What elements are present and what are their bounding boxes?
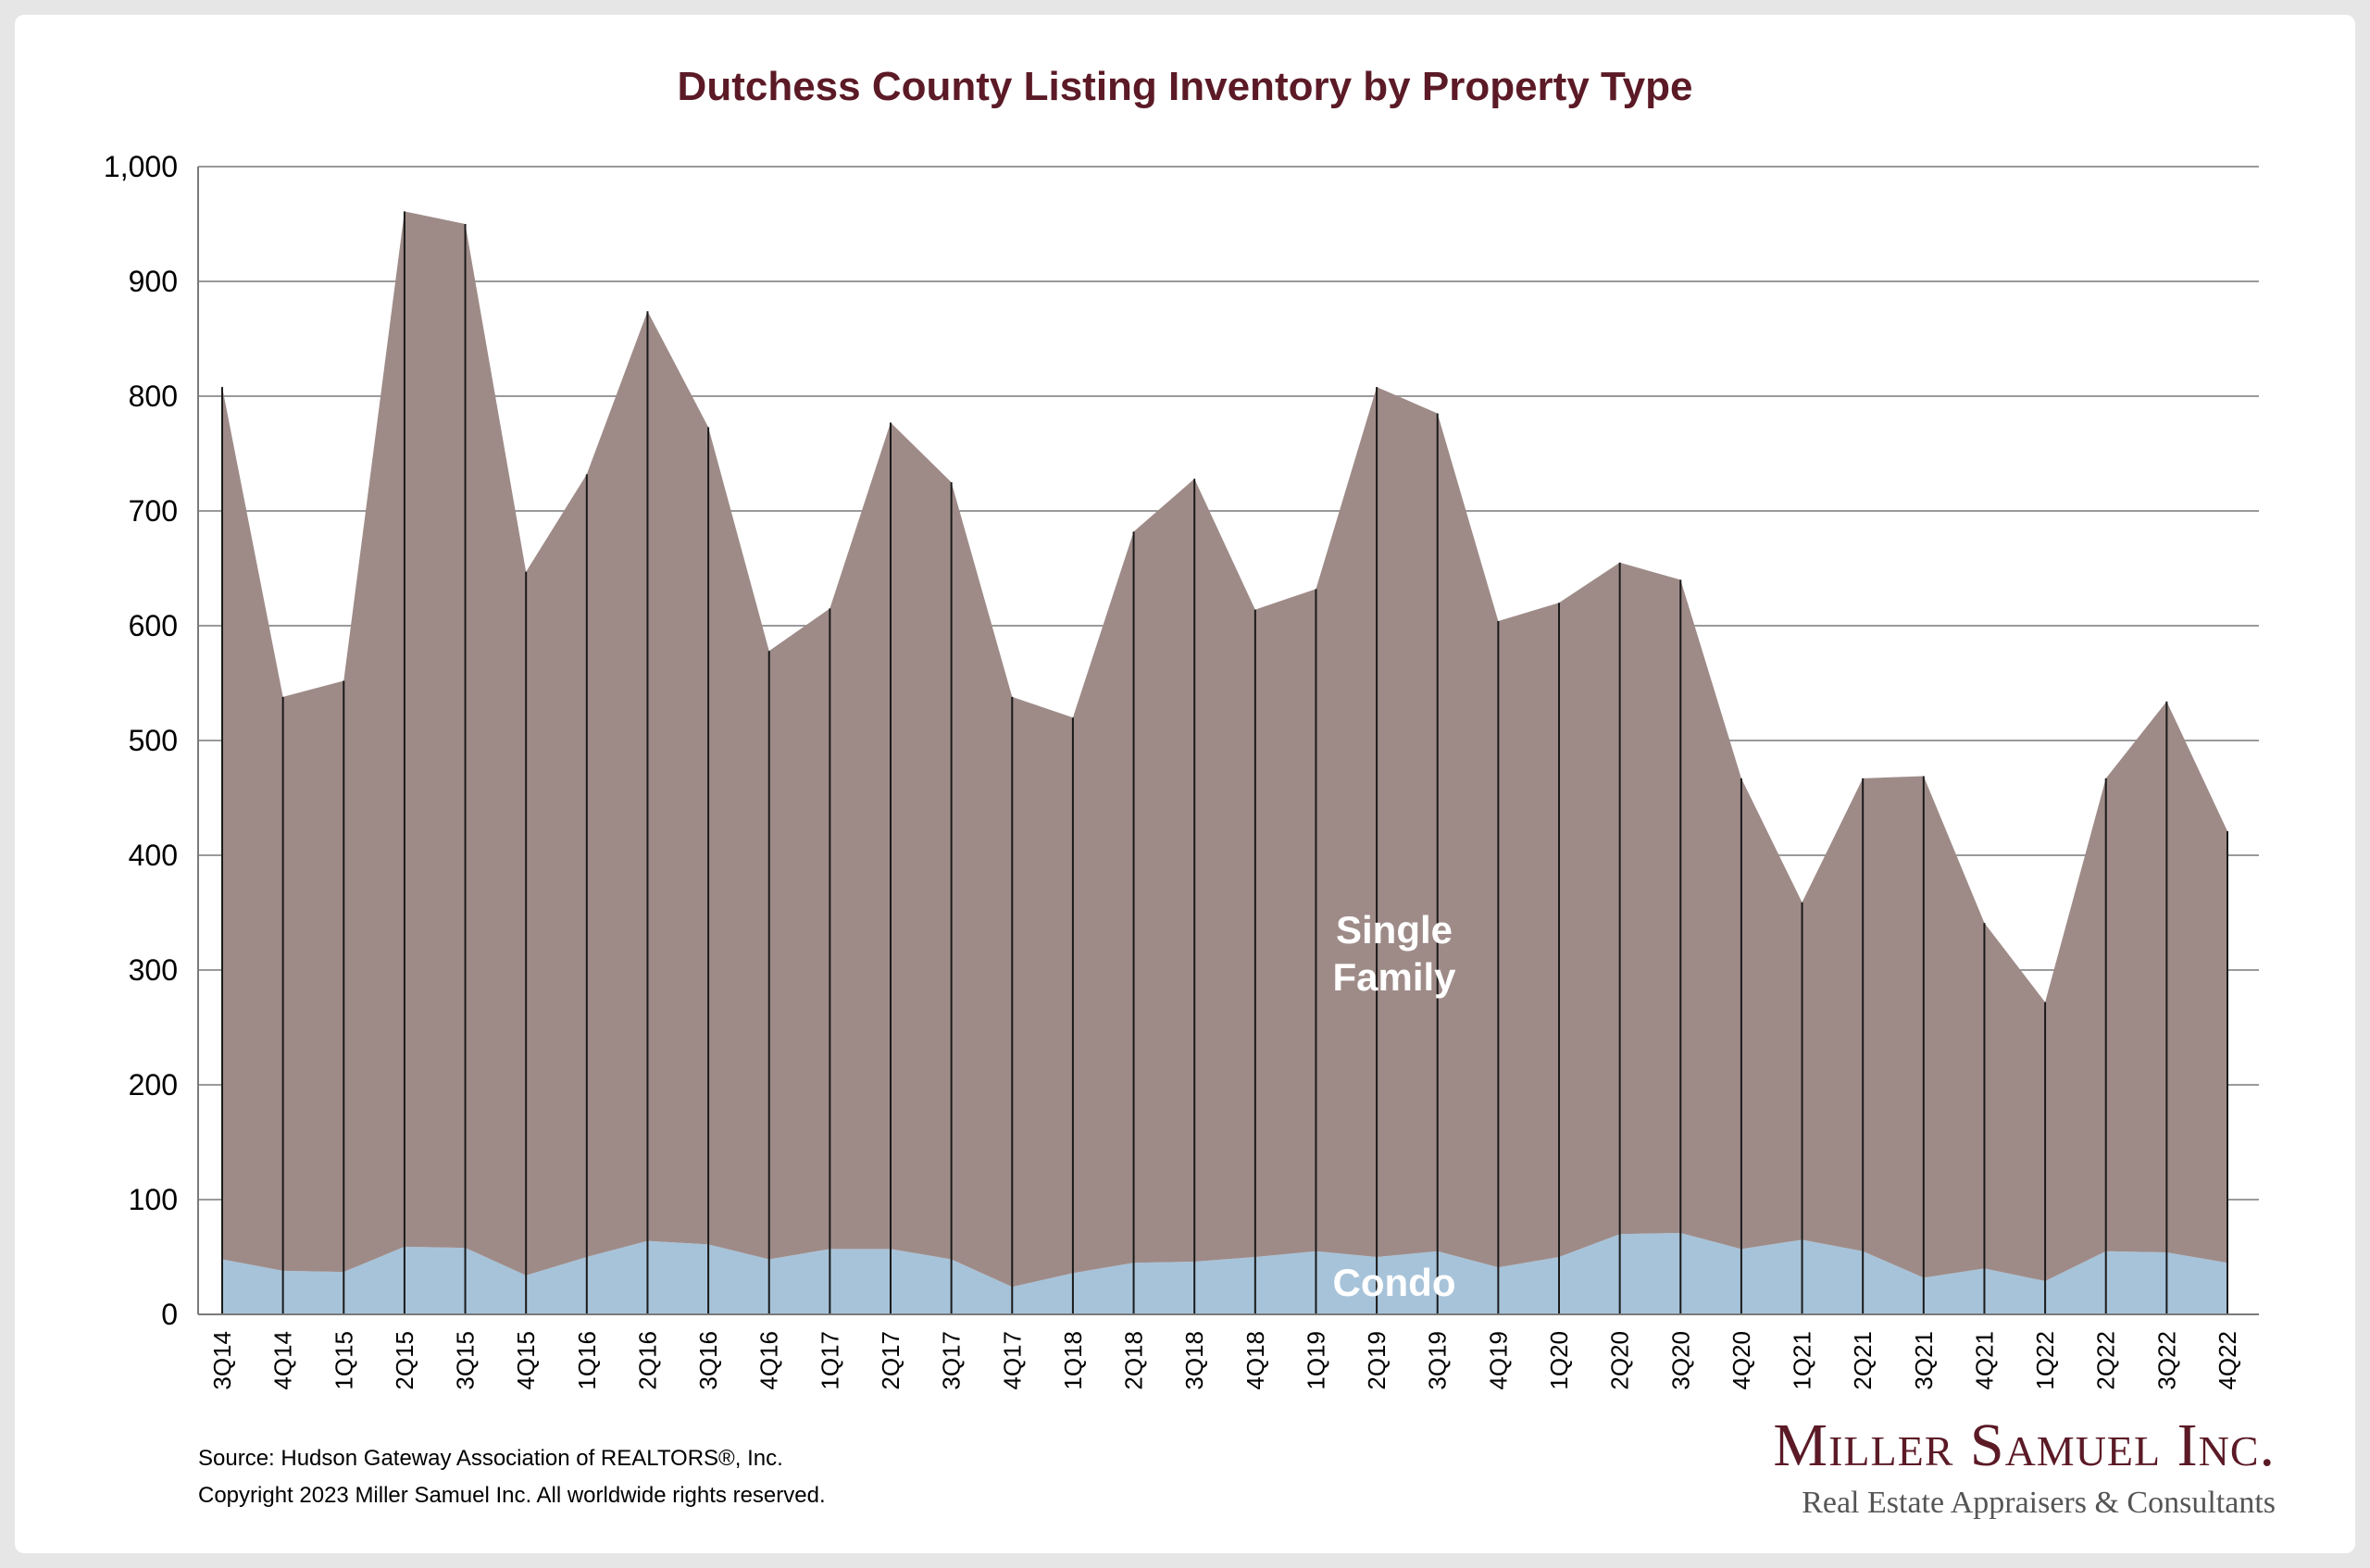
condo-label: Condo bbox=[1333, 1261, 1456, 1304]
x-tick-label: 2Q22 bbox=[2092, 1331, 2120, 1390]
company-logo: Miller Samuel Inc. Real Estate Appraiser… bbox=[1773, 1412, 2276, 1521]
y-tick-label: 600 bbox=[129, 609, 178, 642]
chart-title: Dutchess County Listing Inventory by Pro… bbox=[678, 64, 1693, 109]
single-family-label-line1: Single bbox=[1336, 908, 1453, 952]
x-tick-label: 2Q16 bbox=[633, 1331, 661, 1390]
axes bbox=[197, 167, 2259, 1315]
x-tick-label: 4Q20 bbox=[1728, 1331, 1755, 1390]
x-tick-label: 4Q18 bbox=[1241, 1331, 1269, 1390]
x-tick-label: 2Q18 bbox=[1120, 1331, 1148, 1390]
x-tick-label: 2Q15 bbox=[391, 1331, 418, 1390]
x-tick-label: 1Q19 bbox=[1302, 1331, 1329, 1390]
x-tick-label: 3Q22 bbox=[2152, 1331, 2180, 1390]
y-tick-label: 500 bbox=[129, 724, 178, 757]
y-tick-label: 0 bbox=[161, 1298, 178, 1331]
x-tick-label: 4Q17 bbox=[998, 1331, 1026, 1390]
category-lines bbox=[221, 211, 2228, 1314]
y-tick-label: 300 bbox=[129, 953, 178, 987]
x-tick-label: 3Q21 bbox=[1910, 1331, 1938, 1390]
x-tick-label: 4Q22 bbox=[2214, 1331, 2241, 1390]
x-tick-label: 1Q18 bbox=[1059, 1331, 1087, 1390]
y-axis-ticks: 0 100 200 300 400 500 600 700 800 900 1,000 bbox=[104, 150, 178, 1331]
x-tick-label: 3Q20 bbox=[1666, 1331, 1694, 1390]
x-tick-label: 1Q16 bbox=[573, 1331, 601, 1390]
x-tick-label: 4Q16 bbox=[755, 1331, 783, 1390]
x-tick-label: 1Q17 bbox=[816, 1331, 843, 1390]
single-family-label-line2: Family bbox=[1332, 955, 1456, 999]
x-tick-label: 3Q18 bbox=[1180, 1331, 1208, 1390]
x-tick-label: 1Q21 bbox=[1789, 1331, 1816, 1390]
x-tick-label: 2Q17 bbox=[877, 1331, 904, 1390]
x-tick-label: 3Q15 bbox=[452, 1331, 480, 1390]
x-tick-label: 4Q19 bbox=[1484, 1331, 1512, 1390]
x-tick-label: 4Q21 bbox=[1970, 1331, 1998, 1390]
plot-areas bbox=[222, 211, 2227, 1314]
y-tick-label: 200 bbox=[129, 1068, 178, 1101]
y-tick-label: 900 bbox=[129, 265, 178, 298]
logo-name: Miller Samuel Inc. bbox=[1773, 1412, 2276, 1479]
y-tick-label: 1,000 bbox=[104, 150, 178, 183]
x-tick-label: 3Q17 bbox=[938, 1331, 966, 1390]
x-tick-label: 4Q15 bbox=[512, 1331, 540, 1390]
y-tick-label: 400 bbox=[129, 839, 178, 872]
y-tick-label: 700 bbox=[129, 494, 178, 528]
x-tick-label: 3Q19 bbox=[1424, 1331, 1452, 1390]
x-tick-label: 3Q16 bbox=[694, 1331, 722, 1390]
chart-card: Dutchess County Listing Inventory by Pro… bbox=[15, 15, 2355, 1553]
source-note: Source: Hudson Gateway Association of RE… bbox=[198, 1446, 783, 1471]
x-tick-label: 3Q14 bbox=[208, 1331, 236, 1390]
copyright-note: Copyright 2023 Miller Samuel Inc. All wo… bbox=[198, 1483, 826, 1508]
y-tick-label: 800 bbox=[129, 380, 178, 413]
x-tick-label: 1Q22 bbox=[2031, 1331, 2059, 1390]
y-tick-label: 100 bbox=[129, 1183, 178, 1216]
area-condo bbox=[222, 1232, 2227, 1314]
x-tick-label: 1Q20 bbox=[1545, 1331, 1573, 1390]
x-tick-label: 1Q15 bbox=[330, 1331, 357, 1390]
x-tick-label: 2Q19 bbox=[1363, 1331, 1391, 1390]
x-tick-label: 4Q14 bbox=[269, 1331, 297, 1390]
x-tick-label: 2Q21 bbox=[1849, 1331, 1877, 1390]
x-axis-ticks: 3Q14 4Q14 1Q15 2Q15 3Q15 4Q15 1Q16 2Q16 3Q16 4Q16… bbox=[208, 1331, 2241, 1390]
x-tick-label: 2Q20 bbox=[1606, 1331, 1634, 1390]
chart: Dutchess County Listing Inventory by Pro… bbox=[104, 64, 2259, 1390]
area-single-family bbox=[222, 211, 2227, 1288]
logo-tagline: Real Estate Appraisers & Consultants bbox=[1802, 1485, 2276, 1520]
